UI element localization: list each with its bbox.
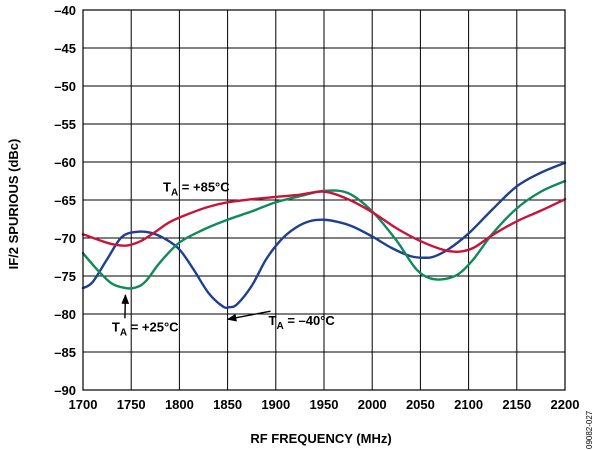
tick-labels: 1700 1750 1800 1850 1900 1950 2000 2050 2100 2150…: [54, 3, 579, 412]
x-tick-label: 1900: [261, 397, 290, 412]
annotation-label: TA = +25°C: [112, 319, 179, 338]
x-tick-label: 1700: [69, 397, 98, 412]
y-tick-label: –80: [54, 307, 76, 322]
annotation-arrow: [226, 310, 271, 322]
y-tick-label: –85: [54, 345, 76, 360]
plot-border: [82, 9, 566, 391]
plot-frame: [82, 9, 566, 391]
series-group: [81, 161, 567, 310]
annotation-label: TA = –40°C: [269, 313, 336, 332]
y-tick-label: –75: [54, 269, 76, 284]
x-tick-label: 1950: [310, 397, 339, 412]
annotation-label: TA = +85°C: [163, 179, 230, 198]
x-tick-label: 2050: [406, 397, 435, 412]
y-tick-label: –65: [54, 193, 76, 208]
x-tick-label: 1800: [165, 397, 194, 412]
x-tick-label: 2000: [358, 397, 387, 412]
y-axis-label: IF/2 SPURIOUS (dBc): [6, 139, 21, 270]
y-tick-label: –70: [54, 231, 76, 246]
y-tick-label: –90: [54, 383, 76, 398]
y-tick-label: –50: [54, 79, 76, 94]
y-tick-label: –40: [54, 3, 76, 18]
x-tick-label: 1850: [213, 397, 242, 412]
y-tick-label: –45: [54, 41, 76, 56]
figure-id: 09082-027: [585, 410, 594, 449]
x-tick-label: 1750: [117, 397, 146, 412]
y-tick-label: –55: [54, 117, 76, 132]
series-line-2: [81, 190, 567, 254]
x-axis-label: RF FREQUENCY (MHz): [250, 431, 391, 446]
y-tick-label: –60: [54, 155, 76, 170]
x-tick-label: 2200: [551, 397, 580, 412]
x-tick-label: 2100: [454, 397, 483, 412]
annotations: TA = +85°C TA = –40°C TA = +25°C: [112, 179, 335, 338]
x-tick-label: 2150: [502, 397, 531, 412]
